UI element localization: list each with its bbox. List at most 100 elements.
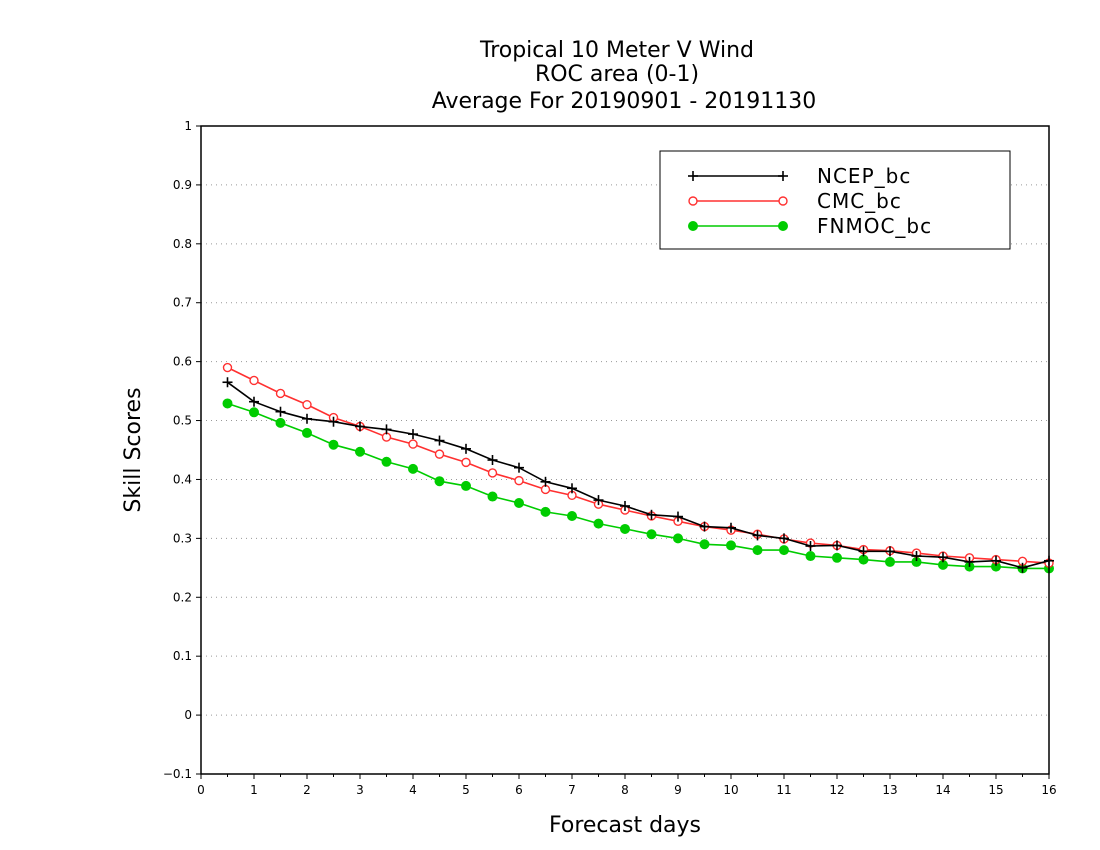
- x-tick-label: 16: [1041, 783, 1056, 797]
- x-tick-label: 10: [723, 783, 738, 797]
- x-tick-label: 6: [515, 783, 523, 797]
- data-point: [593, 518, 604, 529]
- data-point: [688, 221, 698, 231]
- y-tick-label: 0.1: [173, 649, 192, 663]
- x-tick-label: 1: [250, 783, 258, 797]
- y-tick-label: 0.9: [173, 178, 192, 192]
- legend-label: NCEP_bc: [817, 164, 911, 188]
- data-point: [487, 491, 498, 502]
- legend-entry: NCEP_bc: [688, 164, 911, 188]
- data-point: [249, 396, 259, 407]
- legend-label: CMC_bc: [817, 189, 902, 213]
- data-point: [249, 407, 259, 418]
- data-point: [461, 457, 471, 468]
- legend-box: [659, 150, 1011, 250]
- x-axis-label: Forecast days: [549, 813, 701, 838]
- y-tick-label: 0.7: [173, 296, 192, 310]
- data-point: [434, 435, 445, 446]
- data-point: [381, 424, 392, 435]
- data-point: [249, 375, 259, 386]
- legend-entry: FNMOC_bc: [688, 214, 931, 238]
- chart-subtitle-period: Average For 20190901 - 20191130: [432, 89, 817, 114]
- data-point: [1017, 562, 1028, 573]
- x-tick-label: 9: [674, 783, 682, 797]
- data-point: [222, 398, 233, 409]
- data-point: [434, 476, 445, 487]
- data-point: [328, 439, 339, 450]
- data-point: [688, 196, 698, 206]
- data-point: [514, 475, 524, 486]
- y-tick-label: 0.4: [173, 472, 192, 486]
- data-point: [408, 439, 418, 449]
- data-point: [778, 171, 788, 181]
- series-group: [222, 362, 1054, 574]
- series-FNMOC_bc: [222, 398, 1054, 574]
- data-point: [540, 506, 551, 517]
- chart-title: Tropical 10 Meter V Wind: [479, 38, 754, 63]
- data-point: [620, 500, 630, 511]
- series-NCEP_bc: [222, 377, 1054, 573]
- data-point: [567, 483, 577, 494]
- data-point: [779, 533, 789, 544]
- series-line: [227, 402, 1049, 570]
- data-point: [540, 476, 551, 487]
- data-point: [699, 539, 710, 550]
- y-tick-label: 0.3: [173, 531, 192, 545]
- data-point: [434, 449, 445, 459]
- data-point: [514, 462, 524, 473]
- data-point: [302, 427, 312, 438]
- data-point: [408, 463, 418, 474]
- x-tick-label: 15: [988, 783, 1003, 797]
- data-point: [222, 362, 233, 373]
- data-point: [858, 546, 869, 557]
- y-tick-label: 0.2: [173, 590, 192, 604]
- x-tick-label: 2: [303, 783, 311, 797]
- data-point: [275, 406, 286, 417]
- y-tick-label: 1: [184, 119, 192, 133]
- data-point: [302, 399, 312, 410]
- x-tick-label: 5: [462, 783, 470, 797]
- grid: [201, 184, 1049, 716]
- data-point: [673, 533, 683, 544]
- x-tick-label: 3: [356, 783, 364, 797]
- data-point: [302, 413, 312, 424]
- data-point: [620, 523, 630, 534]
- x-tick-label: 14: [935, 783, 950, 797]
- data-point: [646, 509, 657, 520]
- data-point: [752, 530, 763, 541]
- data-point: [699, 521, 710, 532]
- data-point: [726, 540, 736, 551]
- chart-subtitle: ROC area (0-1): [535, 62, 699, 87]
- data-point: [991, 555, 1001, 566]
- x-axis-ticks: 0 1 2 3 4 5 6 7 8 9 10 11 12 13 14 15 16: [197, 774, 1057, 797]
- y-axis-ticks: −0.1 0 0.1 0.2 0.3 0.4 0.5 0.6 0.7 0.8 0.9 1: [163, 119, 201, 781]
- data-point: [779, 545, 789, 556]
- data-point: [778, 196, 788, 206]
- data-point: [461, 443, 471, 454]
- data-point: [328, 416, 339, 427]
- data-point: [355, 421, 365, 432]
- series-line: [227, 366, 1050, 564]
- series-CMC_bc: [222, 362, 1054, 568]
- data-point: [673, 511, 683, 522]
- data-point: [222, 377, 233, 388]
- data-point: [805, 551, 816, 562]
- x-tick-label: 12: [829, 783, 844, 797]
- x-tick-label: 4: [409, 783, 417, 797]
- data-point: [805, 541, 816, 552]
- data-point: [461, 480, 471, 491]
- series-line: [227, 381, 1050, 569]
- data-point: [726, 522, 736, 533]
- data-point: [646, 529, 657, 540]
- data-point: [275, 417, 286, 428]
- data-point: [885, 556, 895, 567]
- x-tick-label: 13: [882, 783, 897, 797]
- x-tick-label: 8: [621, 783, 629, 797]
- data-point: [964, 556, 975, 567]
- data-point: [567, 510, 577, 521]
- data-point: [275, 388, 286, 399]
- data-point: [885, 546, 895, 557]
- data-point: [778, 221, 788, 231]
